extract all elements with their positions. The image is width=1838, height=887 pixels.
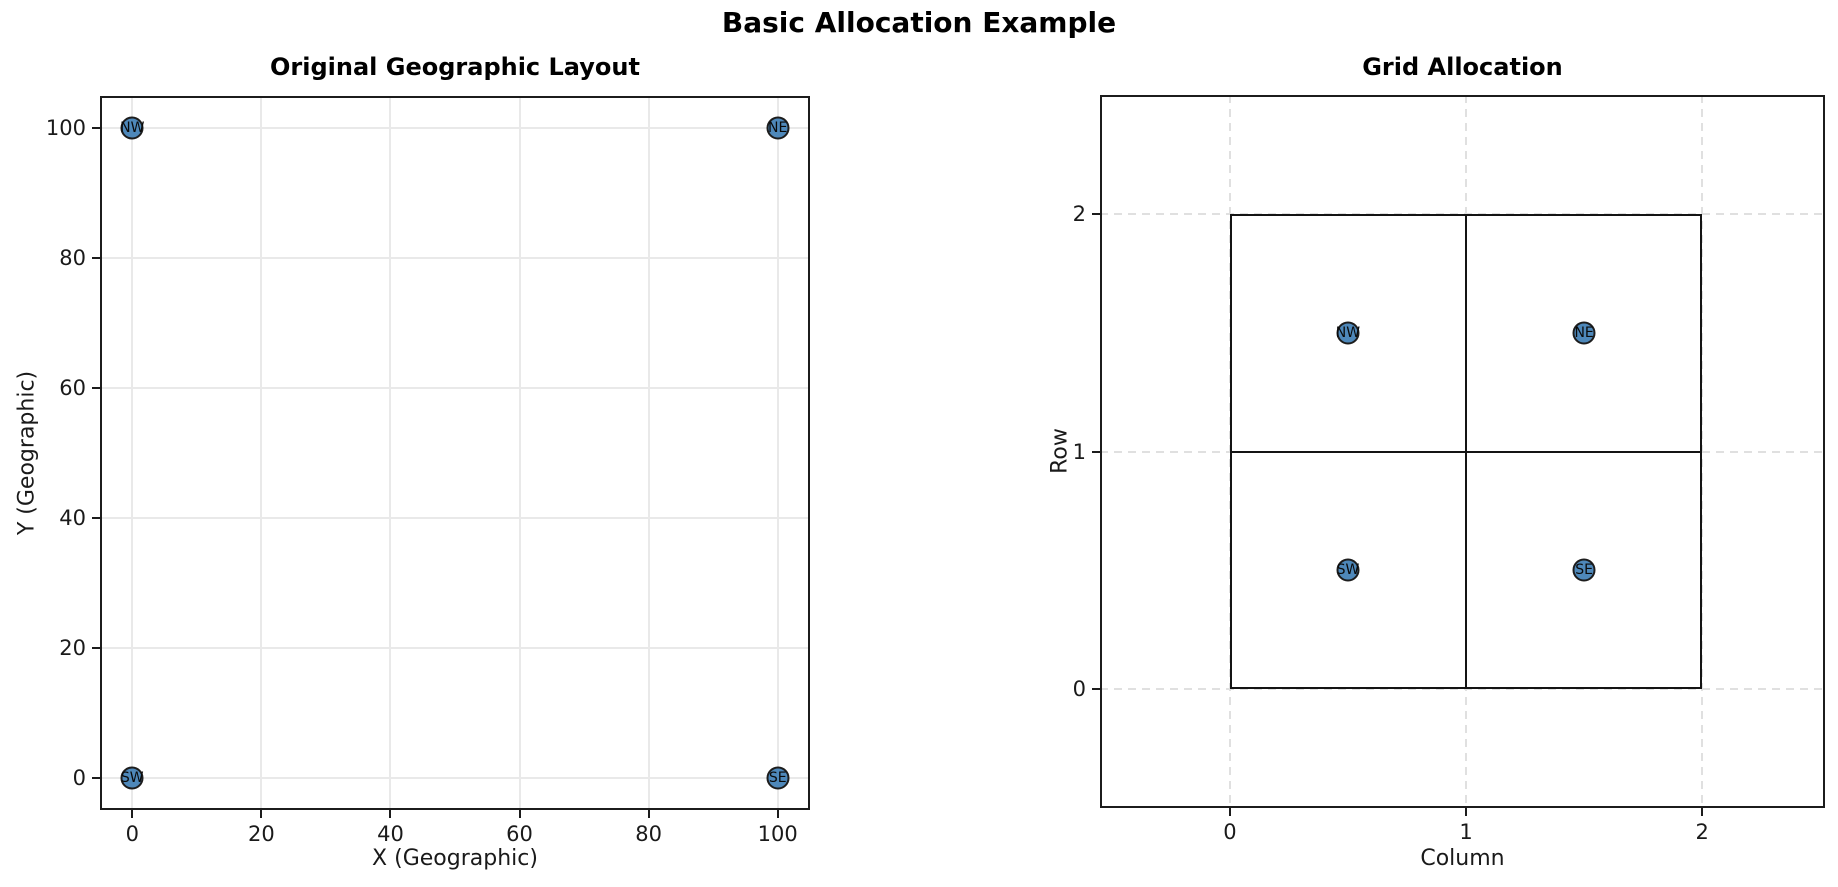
gridline-horizontal (100, 127, 810, 130)
point-label-se: SE (1575, 562, 1593, 579)
gridline-vertical (518, 96, 521, 810)
y-axis-label-row: Row (1047, 428, 1073, 474)
y-tick-label: 40 (59, 505, 86, 530)
scatter-point-se (1572, 558, 1596, 582)
y-tick-label: 80 (59, 246, 86, 271)
subplot-title-grid-allocation: Grid Allocation (1362, 53, 1563, 81)
y-tick-label: 0 (72, 765, 86, 790)
y-tick-label: 20 (59, 635, 86, 660)
x-tick-mark (1228, 808, 1231, 816)
figure-title: Basic Allocation Example (721, 6, 1117, 39)
x-tick-label: 60 (506, 822, 533, 846)
axes-grid-area (100, 96, 810, 810)
x-tick-label: 80 (635, 822, 662, 846)
y-tick-label: 100 (45, 116, 86, 141)
y-tick-mark (92, 387, 100, 390)
x-tick-label: 20 (247, 822, 275, 846)
gridline-vertical (389, 96, 392, 810)
scatter-point-nw (1336, 321, 1360, 345)
scatter-point-ne (766, 116, 790, 140)
y-tick-mark (1092, 450, 1100, 453)
scatter-point-nw (120, 116, 144, 140)
y-tick-mark (92, 127, 100, 130)
x-axis-label-geographic: X (Geographic) (372, 846, 538, 871)
x-tick-mark (1465, 808, 1468, 816)
y-tick-mark (1092, 212, 1100, 215)
x-tick-mark (647, 810, 650, 818)
gridline-horizontal (100, 257, 810, 260)
y-tick-label: 1 (1072, 439, 1086, 464)
gridline-vertical (131, 96, 134, 810)
y-axis-label-geographic: Y (Geographic) (14, 370, 40, 536)
gridline-horizontal (100, 776, 810, 779)
point-label-se: SE (768, 769, 787, 786)
point-label-sw: SW (1336, 562, 1360, 579)
point-label-nw: NW (1335, 324, 1361, 341)
x-tick-mark (389, 810, 392, 818)
gridline-horizontal (100, 646, 810, 649)
x-tick-mark (776, 810, 779, 818)
x-tick-mark (1701, 808, 1704, 816)
x-tick-label: 2 (1695, 820, 1709, 844)
gridline-vertical (647, 96, 650, 810)
point-label-ne: NE (768, 120, 788, 137)
gridline-vertical (776, 96, 779, 810)
scatter-point-sw (120, 766, 144, 790)
gridline-horizontal (100, 516, 810, 519)
gridline-horizontal (1100, 688, 1825, 691)
point-label-ne: NE (1574, 324, 1594, 341)
subplot-title-original-geographic-layout: Original Geographic Layout (270, 53, 640, 81)
y-tick-mark (1092, 688, 1100, 691)
y-tick-label: 0 (1072, 677, 1086, 702)
x-tick-label: 100 (757, 822, 798, 846)
y-tick-mark (92, 516, 100, 519)
y-tick-label: 2 (1072, 201, 1086, 226)
x-tick-mark (260, 810, 263, 818)
point-label-sw: SW (120, 769, 144, 786)
x-tick-label: 40 (377, 822, 404, 846)
x-tick-label: 1 (1459, 820, 1473, 844)
y-tick-label: 60 (59, 376, 86, 401)
scatter-point-se (766, 766, 790, 790)
scatter-point-ne (1572, 321, 1596, 345)
x-tick-label: 0 (1223, 820, 1237, 844)
scatter-point-sw (1336, 558, 1360, 582)
x-tick-mark (518, 810, 521, 818)
y-tick-mark (92, 776, 100, 779)
gridline-vertical (260, 96, 263, 810)
gridline-horizontal (100, 387, 810, 390)
y-tick-mark (92, 646, 100, 649)
point-label-nw: NW (120, 120, 145, 137)
allocation-grid-divider-horizontal (1229, 450, 1703, 453)
x-tick-mark (131, 810, 134, 818)
y-tick-mark (92, 257, 100, 260)
x-axis-label-column: Column (1420, 846, 1505, 871)
x-tick-label: 0 (125, 822, 139, 846)
